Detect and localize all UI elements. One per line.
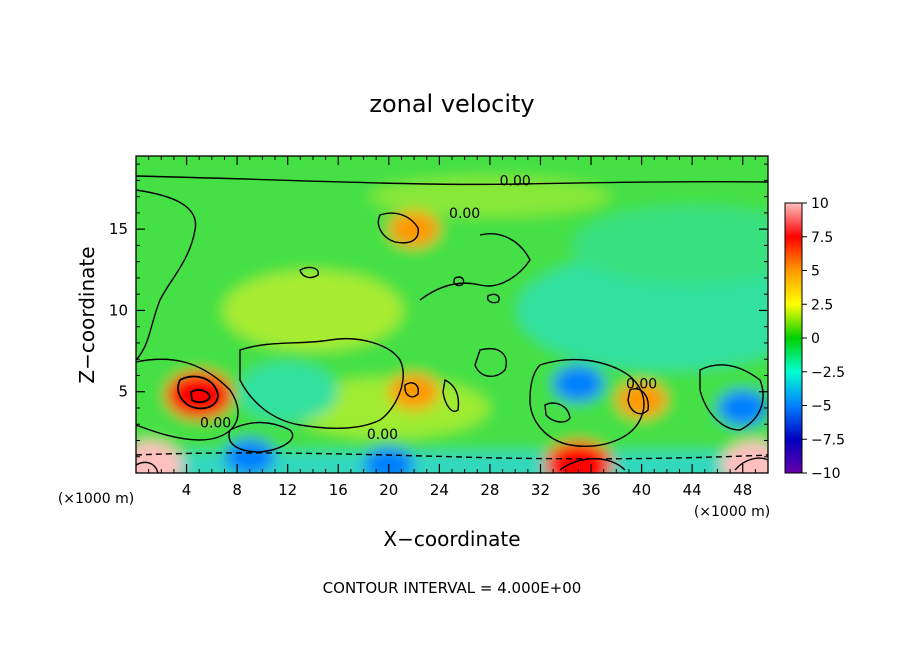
x-axis-label: X−coordinate (383, 527, 520, 551)
field-feature (553, 365, 604, 402)
field-feature (616, 381, 667, 418)
x-tick-label: 36 (581, 481, 600, 499)
heatmap-plot-area: 0.00 0.00 0.00 0.00 0.00 (135, 155, 769, 474)
field-feature (721, 440, 768, 473)
colorbar-tick-label: −7.5 (811, 432, 845, 448)
contour-label: 0.00 (367, 427, 398, 443)
x-tick-label: 48 (733, 481, 752, 499)
field-feature (388, 211, 440, 248)
colorbar-tick-label: 7.5 (811, 230, 833, 246)
y-tick-label: 15 (109, 220, 128, 238)
chart-title: zonal velocity (369, 90, 534, 118)
contour-interval-footer: CONTOUR INTERVAL = 4.000E+00 (323, 579, 582, 597)
field-feature (165, 370, 233, 419)
x-tick-label: 24 (430, 481, 449, 499)
contour-label: 0.00 (200, 416, 231, 432)
y-tick-label: 5 (118, 383, 128, 401)
field-region (572, 205, 768, 286)
x-tick-label: 44 (683, 481, 702, 499)
y-axis-label: Z−coordinate (75, 246, 99, 383)
colorbar-tick-label: −10 (811, 466, 841, 482)
x-tick-label: 28 (480, 481, 499, 499)
contour-label: 0.00 (449, 206, 480, 222)
contour-label: 0.00 (626, 377, 657, 393)
x-tick-label: 12 (278, 481, 297, 499)
x-tick-label: 8 (232, 481, 242, 499)
field-feature (544, 440, 612, 473)
field-feature (136, 440, 183, 473)
field-feature (363, 446, 414, 473)
field-region (222, 270, 403, 351)
y-axis: 5 10 15 (109, 163, 768, 458)
x-tick-label: 4 (182, 481, 192, 499)
x-tick-label: 40 (632, 481, 651, 499)
x-unit-label-left: (×1000 m) (58, 491, 134, 507)
x-axis: 4 8 12 16 20 24 28 32 36 40 44 48 (148, 156, 756, 499)
field-region (369, 176, 610, 217)
colorbar: 10 7.5 5 2.5 0 −2.5 −5 −7.5 −10 (784, 196, 845, 482)
x-tick-label: 20 (379, 481, 398, 499)
colorbar-tick-label: 10 (811, 196, 829, 212)
contour-label: 0.00 (500, 173, 531, 189)
y-tick-label: 10 (109, 301, 128, 319)
x-tick-label: 32 (531, 481, 550, 499)
field-feature (388, 373, 440, 410)
colorbar-tick-label: −2.5 (811, 365, 845, 381)
x-unit-label-right: (×1000 m) (694, 504, 770, 520)
field-region (237, 361, 338, 422)
colorbar-tick-label: −5 (811, 399, 832, 415)
x-tick-label: 16 (329, 481, 348, 499)
colorbar-tick-label: 2.5 (811, 297, 833, 313)
colorbar-tick-label: 0 (811, 331, 820, 347)
colorbar-tick-label: 5 (811, 264, 820, 280)
